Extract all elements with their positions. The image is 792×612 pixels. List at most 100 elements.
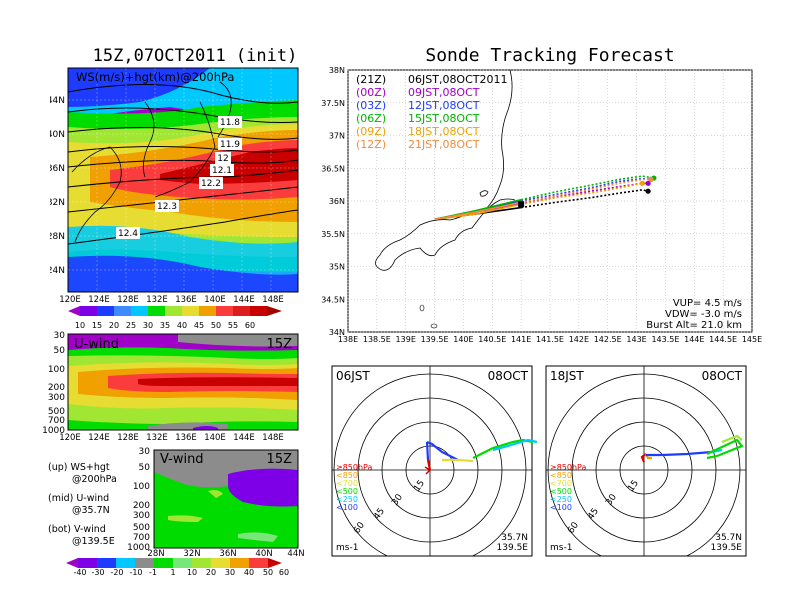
pressure-tick: 1000 <box>127 543 150 553</box>
lon-tick: 138.5E <box>363 335 391 344</box>
ws-colorbar-label: 35 <box>160 321 170 330</box>
launch-utc: (06Z) <box>356 112 386 125</box>
wind-colorbar-label: -30 <box>91 568 104 576</box>
pressure-tick: 50 <box>54 346 66 356</box>
lat-tick: 35.5N <box>321 230 345 239</box>
lon-tick: 148E <box>262 295 284 305</box>
ws-colorbar-label: 60 <box>245 321 255 330</box>
lon-tick: 132E <box>146 295 168 305</box>
ws-colorbar-label: 55 <box>228 321 238 330</box>
wind-colorbar-label: 60 <box>279 568 289 576</box>
hodo-date: 08OCT <box>488 369 529 383</box>
lon-tick: 143E <box>626 335 646 344</box>
lon-tick: 144E <box>684 335 704 344</box>
lon-tick: 145E <box>742 335 762 344</box>
ring-label: 45 <box>372 507 387 522</box>
u-wind-section: U-wind 15Z 30 50 100 200 300 500 700 100… <box>42 331 299 443</box>
level-legend: <250 <box>336 495 358 504</box>
landing-point <box>645 180 651 186</box>
wind-colorbar-label: 1 <box>170 568 175 576</box>
lat-tick: 32N <box>50 198 65 208</box>
lon-tick: 132E <box>146 433 168 443</box>
pressure-tick: 30 <box>139 447 151 457</box>
hodo-lat: 35.7N <box>501 533 528 543</box>
lat-tick: 34N <box>329 328 345 337</box>
hodo-segment <box>425 441 430 461</box>
hodo-lon: 139.5E <box>711 543 743 553</box>
hodo-date: 08OCT <box>702 369 743 383</box>
hodo-segment <box>442 458 474 463</box>
lon-tick: 143.5E <box>651 335 679 344</box>
launch-utc: (03Z) <box>356 99 386 112</box>
hodo-segment <box>721 434 743 444</box>
ws-hgt-map: WS(m/s)+hgt(km)@200hPa 11.8 11.9 12 12.1… <box>50 67 299 330</box>
ws-colorbar-label: 50 <box>211 321 221 330</box>
v-wind-section: V-wind 15Z 30 50 100 200 300 500 700 100… <box>48 447 305 576</box>
lon-tick: 144.5E <box>709 335 737 344</box>
pressure-tick: 500 <box>48 407 65 417</box>
wind-colorbar-label: 10 <box>187 568 197 576</box>
hodograph-18jst: 18JST 08OCT 15 30 45 60 ≥850hPa <850 <70… <box>545 365 747 557</box>
launch-jst: 12JST,08OCT <box>408 99 480 112</box>
level-legend: <100 <box>550 503 572 512</box>
hodo-segment <box>640 453 647 463</box>
wind-colorbar-label: -40 <box>73 568 86 576</box>
ring-label: 15 <box>626 479 641 494</box>
lon-tick: 139.5E <box>421 335 449 344</box>
wind-colorbar-label: 20 <box>206 568 216 576</box>
lat-tick: 44N <box>50 96 65 106</box>
pressure-tick: 100 <box>48 365 65 375</box>
wind-colorbar-label: -10 <box>129 568 142 576</box>
pressure-tick: 1000 <box>42 426 65 436</box>
panel-legend: (up) WS+hgt @200hPa (mid) U-wind @35.7N … <box>48 462 117 547</box>
lat-tick: 35N <box>329 263 345 272</box>
wind-colorbar-label: 40 <box>244 568 254 576</box>
legend-line: (mid) U-wind <box>48 493 109 504</box>
right-panel-title: Sonde Tracking Forecast <box>425 45 675 66</box>
v-wind-time: 15Z <box>267 452 293 467</box>
ws-colorbar-label: 30 <box>143 321 153 330</box>
lon-tick: 140E <box>204 295 226 305</box>
lon-tick: 144E <box>233 433 255 443</box>
legend-line: @35.7N <box>72 505 110 516</box>
lat-tick: 36N <box>329 197 345 206</box>
level-legend: <250 <box>550 495 572 504</box>
contour-label: 11.8 <box>220 118 240 128</box>
hodo-time: 06JST <box>336 369 370 383</box>
lon-tick: 140E <box>453 335 473 344</box>
lat-tick: 40N <box>255 549 272 559</box>
level-legend: <700 <box>336 479 358 488</box>
descent-speed: VDW= -3.0 m/s <box>665 309 742 320</box>
lon-tick: 142.5E <box>594 335 622 344</box>
hodo-origin-marker <box>424 466 432 475</box>
ws-colorbar-label: 25 <box>126 321 136 330</box>
launch-utc: (00Z) <box>356 86 386 99</box>
level-legend: <500 <box>550 487 572 496</box>
ws-colorbar-label: 40 <box>177 321 187 330</box>
ring-label: 45 <box>586 507 601 522</box>
burst-point-marker <box>518 201 525 208</box>
lon-tick: 148E <box>262 433 284 443</box>
lat-tick: 36.5N <box>321 164 345 173</box>
contour-label: 12 <box>217 154 228 164</box>
level-legend: <850 <box>550 471 572 480</box>
trajectory-descent <box>520 178 651 204</box>
burst-altitude: Burst Alt= 21.0 km <box>646 320 742 331</box>
launch-jst: 18JST,08OCT <box>408 125 480 138</box>
level-legend: <700 <box>550 479 572 488</box>
pressure-tick: 700 <box>48 416 65 426</box>
pressure-tick: 300 <box>133 511 150 521</box>
hodo-unit: ms-1 <box>550 543 572 553</box>
lat-tick: 28N <box>50 232 65 242</box>
legend-line: @139.5E <box>72 536 115 547</box>
pressure-tick: 500 <box>133 523 150 533</box>
pressure-tick: 700 <box>133 533 150 543</box>
contour-label: 12.3 <box>157 202 177 212</box>
v-wind-label: V-wind <box>160 452 204 467</box>
lon-tick: 124E <box>88 433 110 443</box>
launch-utc: (12Z) <box>356 138 386 151</box>
wind-colorbar <box>66 558 282 568</box>
wind-colorbar-label: -1 <box>149 568 157 576</box>
lat-tick: 34.5N <box>321 295 345 304</box>
contour-label: 12.2 <box>201 179 221 189</box>
